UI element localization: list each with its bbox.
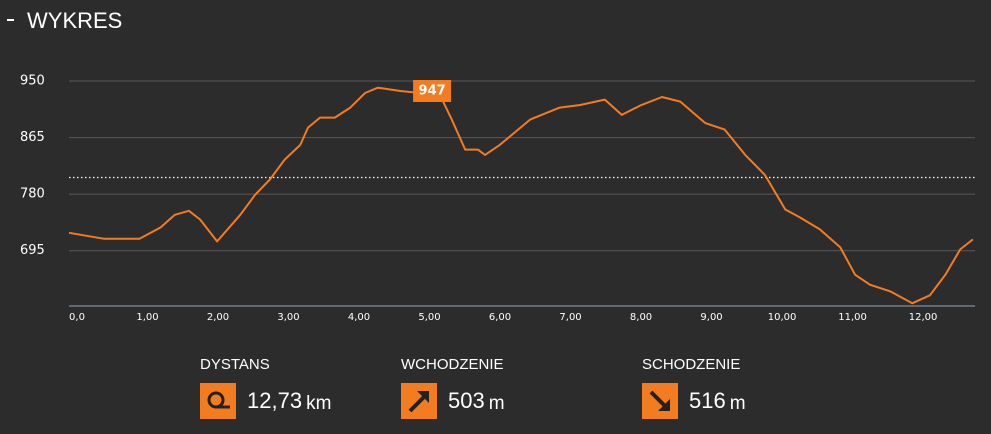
x-tick-label: 5,00 <box>418 312 440 323</box>
x-tick-label: 12,00 <box>909 312 938 323</box>
y-tick-label: 695 <box>20 243 45 258</box>
x-tick-label: 1,00 <box>136 312 158 323</box>
x-tick-label: 0,0 <box>69 312 85 323</box>
icons <box>200 383 678 419</box>
stat-label: SCHODZENIE <box>642 356 740 373</box>
y-tick-label: 865 <box>20 130 45 145</box>
annotation-label: 947 <box>419 83 446 98</box>
stat-unit: m <box>730 393 746 414</box>
ascent-glyph <box>408 393 428 413</box>
x-tick-label: 3,00 <box>277 312 299 323</box>
ascent-glyph <box>417 391 429 403</box>
x-tick-label: 11,00 <box>838 312 867 323</box>
x-tick-label: 2,00 <box>207 312 229 323</box>
x-tick-label: 10,00 <box>768 312 797 323</box>
stat-label: DYSTANS <box>200 356 270 373</box>
stat-unit: m <box>489 393 505 414</box>
x-tick-label: 9,00 <box>700 312 722 323</box>
descent-glyph <box>658 399 670 411</box>
title: WYKRES <box>27 8 122 33</box>
y-tick-label: 950 <box>20 74 45 89</box>
x-tick-label: 8,00 <box>630 312 652 323</box>
x-tick-label: 4,00 <box>348 312 370 323</box>
stat-value: 503 <box>448 388 485 413</box>
y-tick-label: 780 <box>20 187 45 202</box>
x-tick-label: 6,00 <box>489 312 511 323</box>
distance-icon <box>200 383 236 419</box>
elevation-line <box>68 86 974 305</box>
annotation-box <box>413 79 452 102</box>
stat-label: WCHODZENIE <box>401 356 504 373</box>
stat-value: 12,73 <box>247 388 302 413</box>
x-tick-label: 7,00 <box>559 312 581 323</box>
stat-value: 516 <box>689 388 726 413</box>
stat-unit: km <box>306 393 331 414</box>
